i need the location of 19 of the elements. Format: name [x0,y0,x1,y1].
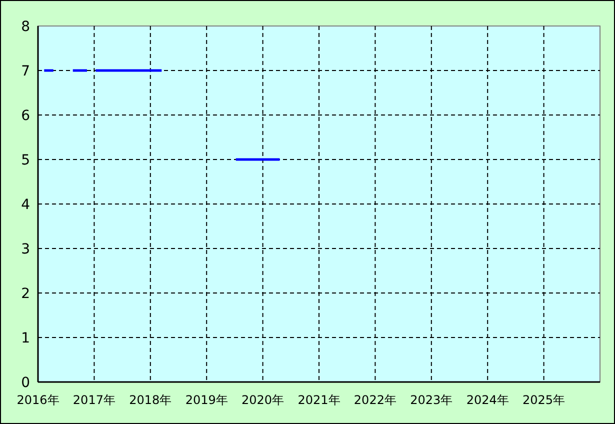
x-tick-label: 2023年 [410,393,453,407]
x-tick-label: 2021年 [298,393,340,407]
x-tick-label: 2025年 [522,393,566,407]
y-tick-label: 2 [21,286,30,302]
x-tick-label: 2022年 [354,393,396,407]
y-tick-label: 6 [21,108,30,124]
y-tick-label: 7 [21,64,30,80]
x-tick-label: 2017年 [72,393,116,407]
x-tick-label: 2024年 [466,393,509,407]
y-tick-label: 8 [21,19,30,35]
y-tick-label: 0 [21,375,30,391]
y-tick-label: 5 [21,152,30,168]
x-tick-label: 2020年 [242,393,284,407]
y-tick-label: 4 [21,197,30,213]
x-tick-label: 2016年 [16,393,60,407]
y-tick-label: 3 [21,242,30,258]
y-tick-label: 1 [21,330,30,346]
x-tick-label: 2018年 [129,393,172,407]
x-tick-label: 2019年 [185,393,228,407]
